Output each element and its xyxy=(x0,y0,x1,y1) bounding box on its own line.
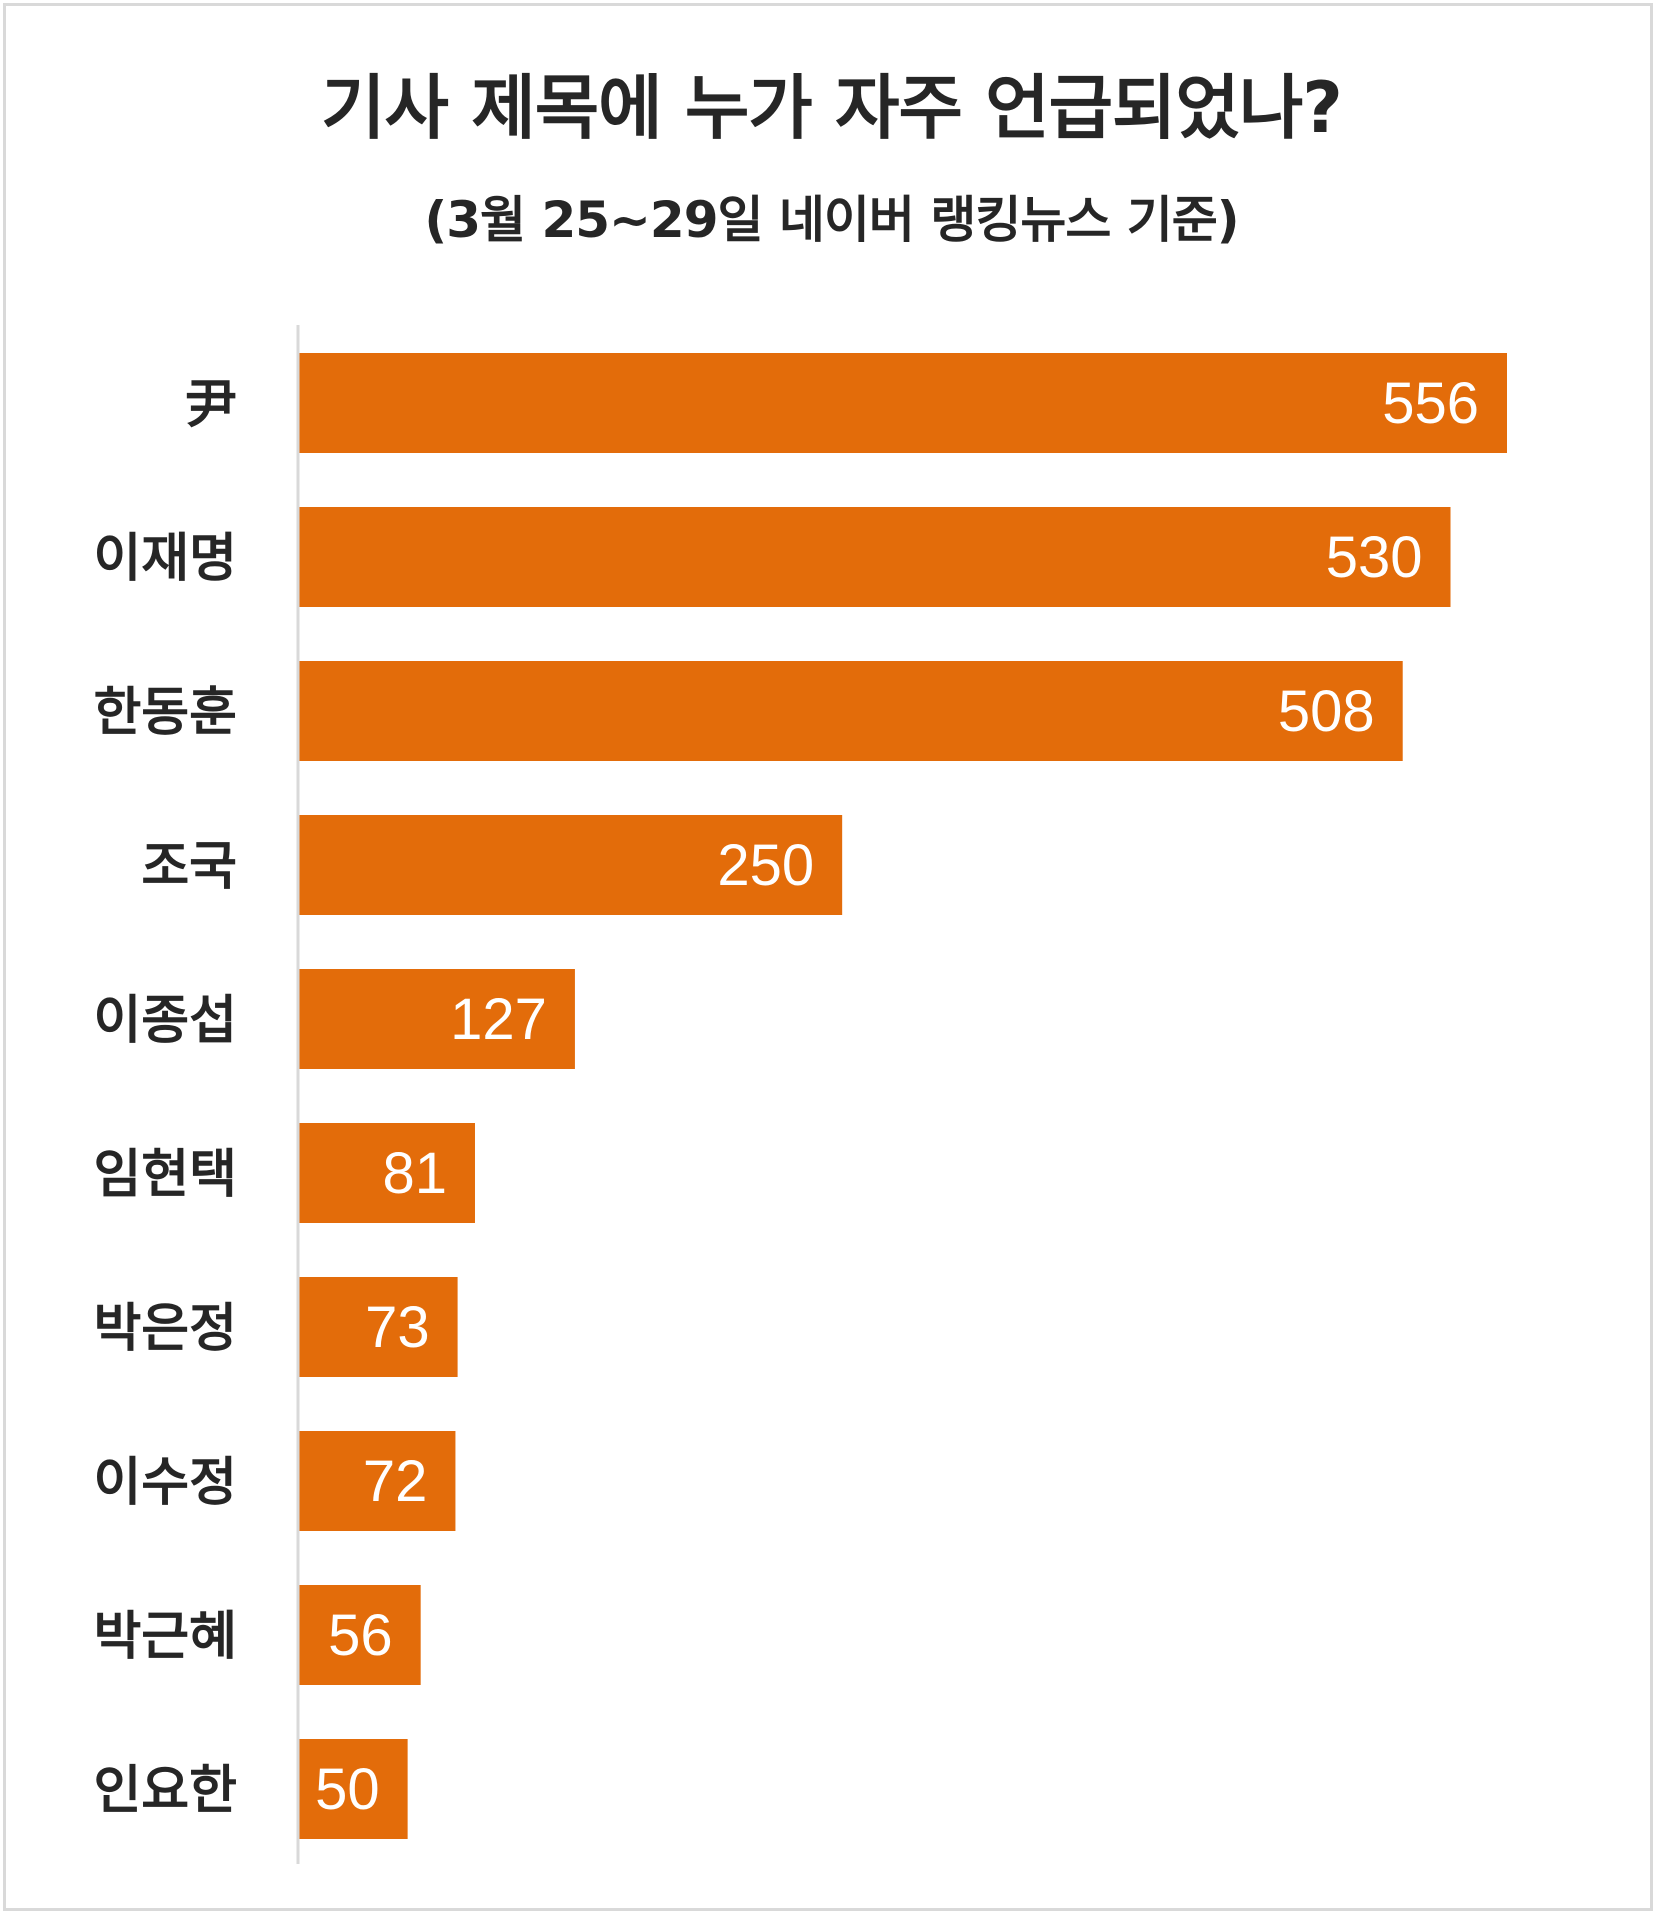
data-label: 508 xyxy=(1278,679,1375,744)
data-label: 81 xyxy=(382,1141,447,1206)
bar xyxy=(299,1123,475,1223)
bar xyxy=(299,353,1507,453)
category-label: 이수정 xyxy=(93,1453,237,1513)
category-label: 박근혜 xyxy=(93,1607,237,1667)
category-label: 박은정 xyxy=(93,1299,237,1359)
bar xyxy=(299,507,1451,607)
chart-subtitle: (3월 25~29일 네이버 랭킹뉴스 기준) xyxy=(424,191,1239,249)
data-label: 56 xyxy=(328,1603,393,1668)
category-label: 조국 xyxy=(141,837,237,897)
bar xyxy=(299,969,575,1069)
chart-frame xyxy=(3,3,1653,1911)
category-label: 尹 xyxy=(185,375,237,435)
bar xyxy=(299,661,1403,761)
data-label: 530 xyxy=(1326,525,1423,590)
data-label: 73 xyxy=(365,1295,430,1360)
data-label: 72 xyxy=(363,1449,428,1514)
bar xyxy=(299,1739,408,1839)
data-label: 250 xyxy=(717,833,814,898)
chart-title: 기사 제목에 누가 자주 언급되었나? xyxy=(321,67,1343,149)
category-label: 한동훈 xyxy=(93,683,237,743)
category-label: 이재명 xyxy=(93,529,237,589)
bar xyxy=(299,815,843,915)
bar xyxy=(299,1431,456,1531)
bar xyxy=(299,1277,458,1377)
data-label: 50 xyxy=(315,1757,380,1822)
category-label: 임현택 xyxy=(93,1145,237,1205)
bar xyxy=(299,1585,421,1685)
category-label: 이종섭 xyxy=(93,991,237,1051)
data-label: 556 xyxy=(1382,371,1479,436)
data-label: 127 xyxy=(450,987,547,1052)
category-label: 인요한 xyxy=(93,1761,237,1821)
